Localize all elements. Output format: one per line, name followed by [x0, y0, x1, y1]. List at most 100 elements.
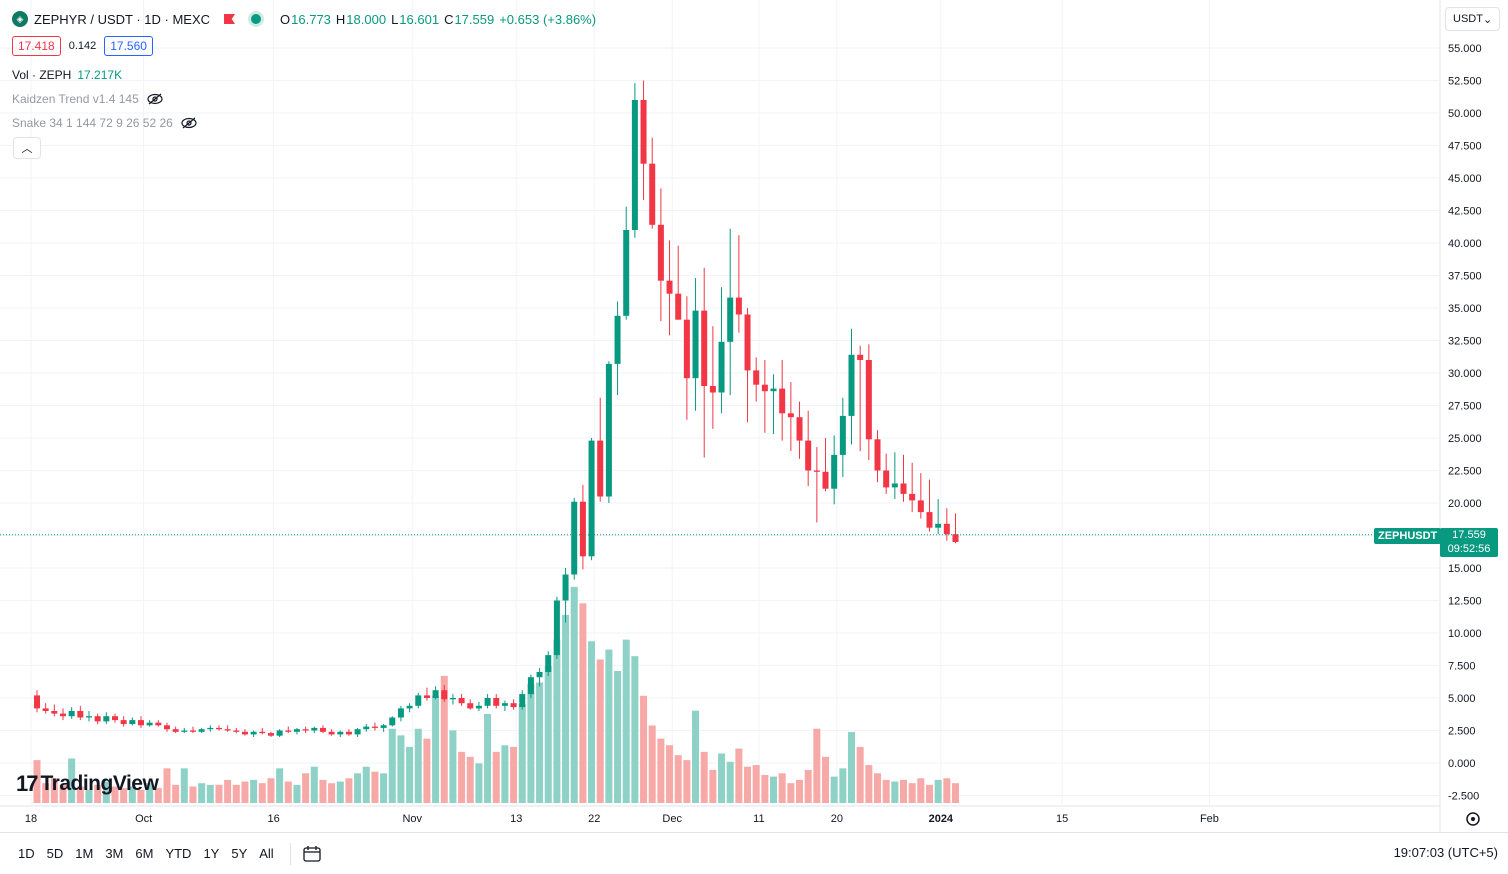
candle-body [380, 725, 387, 728]
candle-body [120, 720, 127, 724]
volume-bar [579, 603, 587, 803]
candle-body [51, 711, 58, 714]
candle-body [935, 523, 942, 528]
sell-price-button[interactable]: 17.418 [12, 36, 61, 56]
time-tick-label: 16 [267, 813, 279, 825]
volume-bar [796, 779, 804, 803]
candle-body [510, 703, 517, 708]
time-tick-label: 18 [25, 813, 37, 825]
range-6m-button[interactable]: 6M [135, 846, 154, 861]
volume-bar [943, 778, 951, 803]
time-tick-label: 22 [588, 813, 600, 825]
time-tick-label: Feb [1200, 813, 1219, 825]
tradingview-logo-icon: 17 [16, 771, 39, 796]
volume-bar [804, 770, 812, 803]
candle-body [770, 388, 777, 392]
volume-bars [33, 586, 959, 803]
clock-timezone[interactable]: 19:07:03 (UTC+5) [1393, 845, 1498, 860]
candle-body [337, 731, 344, 735]
volume-bar [354, 773, 362, 803]
candle-body [779, 388, 786, 414]
volume-bar [146, 783, 154, 803]
indicator-kaidzen[interactable]: Kaidzen Trend v1.4 145 [12, 92, 163, 106]
price-chart[interactable]: 55.000 52.500 50.000 47.500 45.000 42.500 40.0… [0, 0, 1508, 832]
time-tick-label: Oct [135, 813, 152, 825]
candle-body [831, 454, 838, 489]
range-3m-button[interactable]: 3M [105, 846, 124, 861]
volume-bar [683, 760, 691, 803]
volume-bar [925, 784, 933, 803]
currency-selector[interactable]: USDT ⌄ [1445, 7, 1500, 31]
candle-body [34, 695, 40, 709]
chart-grid [0, 0, 1441, 832]
volume-bar [787, 783, 795, 803]
indicator-snake[interactable]: Snake 34 1 144 72 9 26 52 26 [12, 116, 197, 130]
candle-body [709, 386, 716, 393]
candle-body [85, 716, 92, 718]
candle-body [363, 726, 370, 730]
price-tick-label: 32.500 [1448, 336, 1482, 348]
candle-body [692, 310, 699, 379]
candle-body [883, 470, 890, 488]
volume-bar [68, 758, 76, 803]
collapse-legend-button[interactable]: ︿ [13, 137, 41, 159]
date-range-icon[interactable] [301, 844, 323, 864]
range-all-button[interactable]: All [259, 846, 274, 861]
change-value: +0.653 (+3.86%) [499, 11, 597, 27]
volume-bar [908, 783, 916, 803]
time-tick-label: 2024 [929, 813, 954, 825]
price-tick-label: 52.500 [1448, 76, 1482, 88]
candles [34, 80, 959, 737]
candle-body [215, 727, 222, 730]
candle-body [848, 354, 855, 416]
candle-body [155, 722, 162, 726]
volume-bar [934, 779, 942, 803]
range-1d-button[interactable]: 1D [18, 846, 35, 861]
candle-body [527, 677, 534, 695]
bottom-toolbar: 1D 5D 1M 3M 6M YTD 1Y 5Y All 19:07:03 (U… [0, 832, 1508, 874]
range-1y-button[interactable]: 1Y [203, 846, 220, 861]
candle-body [59, 713, 66, 717]
candle-body [198, 729, 205, 732]
volume-bar [293, 784, 301, 803]
volume-bar [510, 746, 518, 803]
price-tick-label: 55.000 [1448, 43, 1482, 55]
range-5d-button[interactable]: 5D [46, 846, 64, 861]
volume-bar [518, 704, 526, 803]
candle-body [172, 729, 179, 732]
candle-body [484, 698, 491, 706]
volume-bar [726, 761, 734, 803]
candle-body [874, 439, 881, 471]
hidden-eye-icon[interactable] [147, 93, 163, 105]
candle-body [857, 354, 864, 360]
last-price-tag: 17.559 09:52:56 [1440, 528, 1498, 557]
volume-bar [102, 781, 110, 803]
volume-bar [761, 774, 769, 803]
volume-legend[interactable]: Vol · ZEPH 17.217K [12, 68, 122, 82]
volume-bar [874, 773, 882, 803]
volume-bar [59, 784, 67, 803]
range-5y-button[interactable]: 5Y [231, 846, 248, 861]
time-tick-label: 11 [753, 813, 764, 825]
tradingview-logo-text: TradingView [40, 772, 159, 795]
time-tick-label: 13 [510, 813, 522, 825]
tradingview-logo[interactable]: 17 TradingView [16, 771, 159, 797]
candle-body [94, 716, 101, 722]
volume-bar [700, 751, 708, 803]
candle-body [900, 483, 907, 494]
volume-bar [830, 776, 838, 803]
settings-gear-icon[interactable] [1466, 812, 1480, 826]
chevron-up-icon: ︿ [21, 143, 33, 155]
candle-body [614, 315, 621, 364]
flag-icon[interactable] [224, 14, 236, 24]
candle-body [250, 731, 257, 735]
buy-price-button[interactable]: 17.560 [104, 36, 153, 56]
hidden-eye-icon[interactable] [181, 117, 197, 129]
volume-bar [380, 773, 388, 803]
volume-bar [128, 786, 136, 803]
symbol-legend[interactable]: ◈ ZEPHYR / USDT · 1D · MEXC O 16.773 H 18.… [12, 11, 596, 27]
volume-bar [328, 783, 336, 803]
volume-bar [362, 766, 370, 803]
range-1m-button[interactable]: 1M [75, 846, 94, 861]
range-ytd-button[interactable]: YTD [165, 846, 192, 861]
